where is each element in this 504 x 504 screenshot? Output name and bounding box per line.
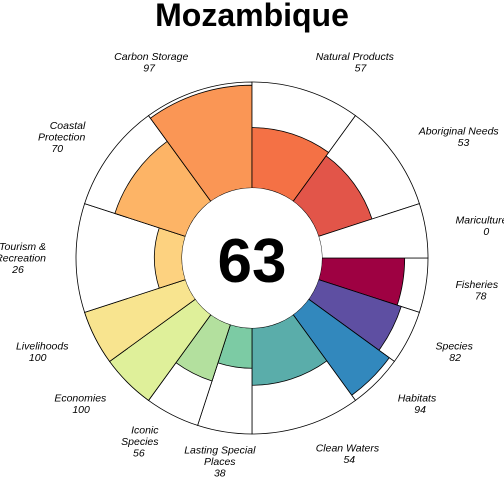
petal-label-livelihoods: Livelihoods 100 xyxy=(16,340,69,364)
petal-label-species: Species 82 xyxy=(436,340,474,364)
petal-value-fisheries: 78 xyxy=(475,291,487,303)
petal-value-lasting-special-places: 38 xyxy=(214,468,226,480)
petal-name-carbon-storage: Carbon Storage xyxy=(114,51,188,63)
petal-name-lasting-special-places: Places xyxy=(204,456,236,468)
petal-label-clean-waters: Clean Waters 54 xyxy=(316,443,380,467)
center-disc xyxy=(182,188,322,328)
petal-name-tourism-recreation: Recreation xyxy=(0,253,46,265)
petal-name-species: Species xyxy=(436,340,474,352)
petal-name-aboriginal-needs: Aboriginal Needs xyxy=(418,126,500,138)
petal-label-fisheries: Fisheries 78 xyxy=(456,279,499,303)
petal-value-iconic-species: 56 xyxy=(133,448,145,460)
petal-name-iconic-species: Iconic xyxy=(131,425,159,437)
petal-name-coastal-protection: Coastal xyxy=(50,120,86,132)
petal-label-tourism-recreation: Tourism & Recreation 26 xyxy=(0,241,46,276)
petal-name-tourism-recreation: Tourism & xyxy=(0,241,46,253)
petal-value-carbon-storage: 97 xyxy=(143,62,156,74)
petal-label-iconic-species: Iconic Species 56 xyxy=(121,425,159,460)
petal-name-mariculture: Mariculture xyxy=(456,215,504,227)
petal-label-habitats: Habitats 94 xyxy=(398,392,437,416)
petal-tourism-recreation xyxy=(154,227,186,289)
petal-label-mariculture: Mariculture 0 xyxy=(456,215,504,239)
petal-label-lasting-special-places: Lasting Special Places 38 xyxy=(184,445,256,480)
petal-label-carbon-storage: Carbon Storage 97 xyxy=(114,51,188,75)
petal-value-clean-waters: 54 xyxy=(343,454,355,466)
petal-label-natural-products: Natural Products 57 xyxy=(316,51,395,75)
petal-value-natural-products: 57 xyxy=(355,62,368,74)
petal-name-lasting-special-places: Lasting Special xyxy=(184,445,256,457)
petals-group xyxy=(75,81,429,435)
petal-name-clean-waters: Clean Waters xyxy=(316,443,380,455)
petal-name-livelihoods: Livelihoods xyxy=(16,340,69,352)
petal-name-iconic-species: Species xyxy=(121,436,159,448)
center-score: 63 xyxy=(218,227,287,296)
petal-label-coastal-protection: Coastal Protection 70 xyxy=(38,120,86,155)
petal-value-habitats: 94 xyxy=(414,404,426,416)
petal-value-aboriginal-needs: 53 xyxy=(458,137,470,149)
petal-name-natural-products: Natural Products xyxy=(316,51,395,63)
petal-name-economies: Economies xyxy=(54,392,107,404)
chart-title: Mozambique xyxy=(155,0,349,33)
petal-name-coastal-protection: Protection xyxy=(38,131,85,143)
petal-name-fisheries: Fisheries xyxy=(456,279,499,291)
petal-label-economies: Economies 100 xyxy=(54,392,107,416)
petal-value-species: 82 xyxy=(449,352,461,364)
petal-value-tourism-recreation: 26 xyxy=(11,264,24,276)
petal-label-aboriginal-needs: Aboriginal Needs 53 xyxy=(418,126,500,150)
petal-value-mariculture: 0 xyxy=(483,226,489,238)
petal-value-coastal-protection: 70 xyxy=(51,143,63,155)
petal-value-livelihoods: 100 xyxy=(29,352,47,364)
petal-name-habitats: Habitats xyxy=(398,392,437,404)
petal-value-economies: 100 xyxy=(72,404,90,416)
